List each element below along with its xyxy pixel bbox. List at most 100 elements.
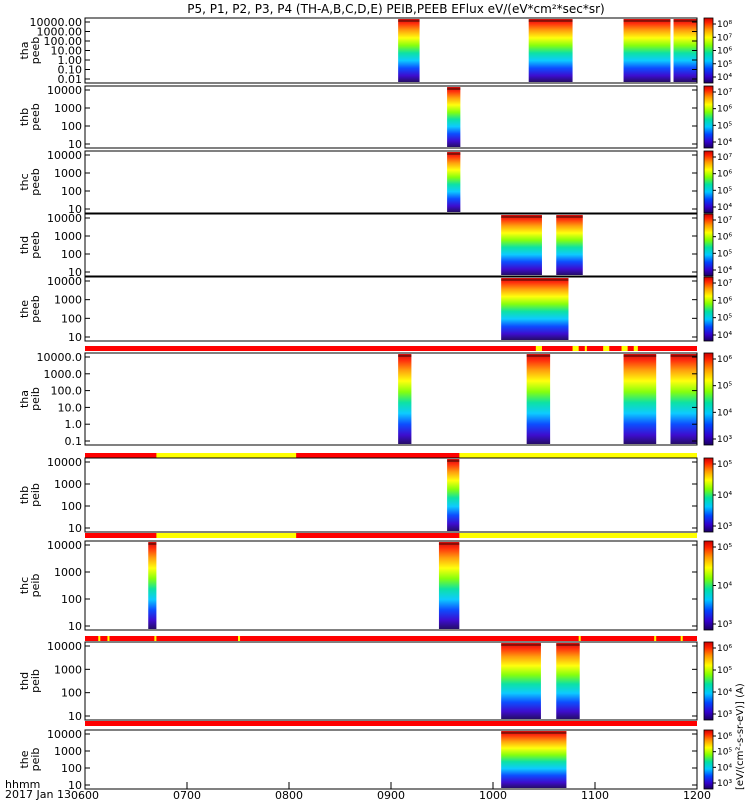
y-tick-label: 10000 xyxy=(47,640,82,653)
colorbar-tick-label: 10⁴ xyxy=(717,582,732,592)
y-tick-label: 10 xyxy=(68,331,82,344)
y-tick-label: 100 xyxy=(61,120,82,133)
y-tick-label: 100 xyxy=(61,687,82,700)
colorbar-tick-label: 10⁴ xyxy=(717,763,732,773)
panel-frame xyxy=(85,642,697,720)
y-tick-label: 10000 xyxy=(47,84,82,97)
panel-label: peeb xyxy=(29,103,42,131)
y-tick-label: 0.1 xyxy=(65,435,83,448)
y-tick-label: 100 xyxy=(61,248,82,261)
panel-thb-peeb: 10000100010010thbpeeb10⁴10⁵10⁶10⁷ xyxy=(18,84,732,151)
mode-bar-segment xyxy=(573,346,579,351)
colorbar xyxy=(704,730,713,789)
colorbar xyxy=(704,18,713,83)
panel-label: peeb xyxy=(29,231,42,259)
spectrogram-block xyxy=(670,354,697,444)
colorbar-tick-label: 10³ xyxy=(717,779,732,789)
colorbar-tick-label: 10⁷ xyxy=(717,33,732,43)
panels: 10000.001000.00100.0010.001.000.100.01th… xyxy=(18,16,732,792)
colorbar xyxy=(704,86,713,148)
panel-frame xyxy=(85,277,697,341)
colorbar-tick-label: 10⁵ xyxy=(717,314,732,324)
colorbar-tick-label: 10⁴ xyxy=(717,138,732,148)
spectrogram-block xyxy=(501,215,542,275)
panel-thc-peib: 10000100010010thcpeib10³10⁴10⁵ xyxy=(18,539,732,641)
panel-frame xyxy=(85,86,697,148)
y-tick-label: 100 xyxy=(61,762,82,775)
colorbar-tick-label: 10⁴ xyxy=(717,491,732,501)
colorbar-tick-label: 10⁷ xyxy=(717,88,732,98)
mode-bar-segment xyxy=(459,453,697,458)
panel-frame xyxy=(85,353,697,445)
colorbar-tick-label: 10⁶ xyxy=(717,47,732,57)
mode-bar-segment xyxy=(459,533,697,538)
panel-frame xyxy=(85,18,697,83)
colorbar-tick-label: 10⁵ xyxy=(717,460,732,470)
colorbar-tick-label: 10⁶ xyxy=(717,355,732,365)
x-tick-label: 1100 xyxy=(581,789,609,800)
mode-bar xyxy=(85,636,697,641)
spectrogram-block xyxy=(529,19,573,82)
colorbar-tick-label: 10⁴ xyxy=(717,408,732,418)
panel-label: peib xyxy=(29,483,42,507)
spectrogram-block xyxy=(398,354,411,444)
panel-the-peeb: 10000100010010thepeeb10⁴10⁵10⁶10⁷ xyxy=(18,275,732,351)
panel-frame xyxy=(85,151,697,213)
x-tick-label: 0700 xyxy=(173,789,201,800)
colorbar-tick-label: 10⁵ xyxy=(717,186,732,196)
colorbar-tick-label: 10⁷ xyxy=(717,153,732,163)
colorbar-tick-label: 10⁷ xyxy=(717,279,732,289)
spectrogram-block xyxy=(447,459,459,531)
y-tick-label: 10000 xyxy=(47,275,82,288)
y-tick-label: 1000 xyxy=(54,745,82,758)
mode-bar-segment xyxy=(536,346,542,351)
x-tick-label: 0800 xyxy=(275,789,303,800)
spectrogram-block xyxy=(501,643,541,719)
colorbar-tick-label: 10⁵ xyxy=(717,382,732,392)
y-tick-label: 1000.0 xyxy=(44,368,83,381)
colorbar-tick-label: 10⁵ xyxy=(717,543,732,553)
colorbar-tick-label: 10⁴ xyxy=(717,688,732,698)
colorbar-tick-label: 10³ xyxy=(717,620,732,630)
y-tick-label: 100 xyxy=(61,593,82,606)
y-tick-label: 10.0 xyxy=(58,401,83,414)
panel-thc-peeb: 10000100010010thcpeeb10⁴10⁵10⁶10⁷ xyxy=(18,149,732,216)
colorbar-tick-label: 10⁴ xyxy=(717,73,732,83)
x-axis-label-date: 2017 Jan 13 xyxy=(5,788,71,800)
panel-label: peib xyxy=(29,387,42,411)
spectrogram-block xyxy=(527,354,550,444)
y-tick-label: 1000 xyxy=(54,566,82,579)
panel-frame xyxy=(85,214,697,276)
colorbar-tick-label: 10⁵ xyxy=(717,249,732,259)
y-tick-label: 100 xyxy=(61,312,82,325)
mode-bar-segment xyxy=(107,636,109,641)
mode-bar-segment xyxy=(622,346,628,351)
y-tick-label: 1000 xyxy=(54,102,82,115)
panel-frame xyxy=(85,730,697,789)
y-tick-label: 100 xyxy=(61,185,82,198)
mode-bar-segment xyxy=(603,346,609,351)
colorbar-tick-label: 10⁶ xyxy=(717,170,732,180)
mode-bar-segment xyxy=(681,636,683,641)
spectrogram-block xyxy=(624,354,657,444)
panel-frame xyxy=(85,458,697,532)
panel-frame xyxy=(85,541,697,630)
colorbar xyxy=(704,151,713,213)
y-tick-label: 10 xyxy=(68,522,82,535)
x-tick-label: 0900 xyxy=(377,789,405,800)
colorbar-tick-label: 10⁴ xyxy=(717,203,732,213)
y-tick-label: 10000 xyxy=(47,539,82,552)
spectrogram-block xyxy=(501,731,566,788)
y-tick-label: 1000 xyxy=(54,294,82,307)
y-tick-label: 10 xyxy=(68,620,82,633)
colorbar-tick-label: 10⁶ xyxy=(717,233,732,243)
spectrogram-block xyxy=(556,215,583,275)
mode-bar-segment xyxy=(634,346,638,351)
mode-bar-segment xyxy=(585,346,587,351)
colorbar-tick-label: 10³ xyxy=(717,522,732,532)
colorbar-tick-label: 10⁵ xyxy=(717,60,732,70)
panel-thd-peib: 10000100010010thdpeib10³10⁴10⁵10⁶ xyxy=(18,640,732,726)
